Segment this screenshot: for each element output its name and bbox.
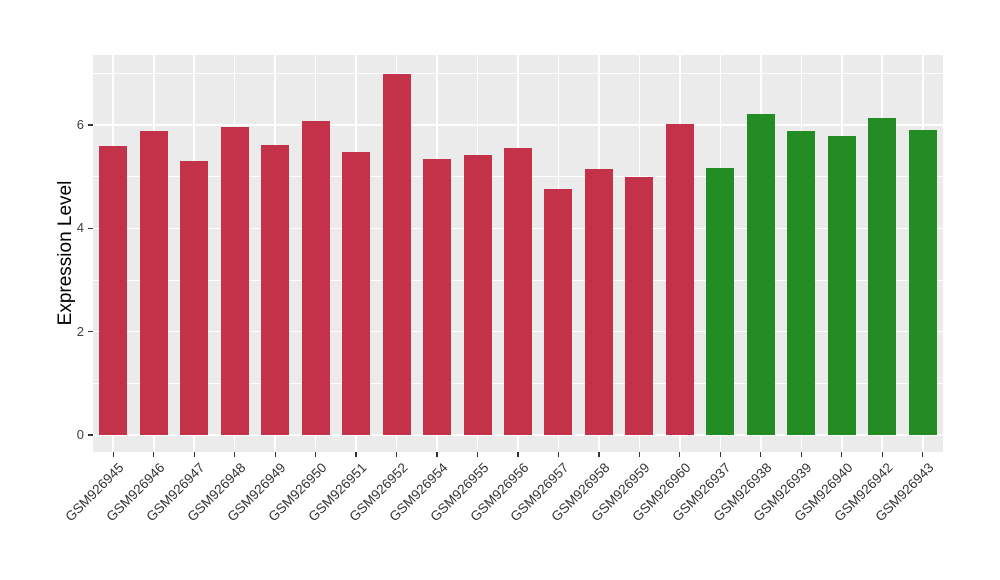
x-tick-mark-GSM926948	[234, 452, 236, 457]
plot-panel	[93, 55, 943, 452]
x-tick-mark-GSM926955	[476, 452, 479, 457]
bar-GSM926950	[301, 120, 330, 435]
x-tick-mark-GSM926951	[355, 452, 357, 457]
bar-GSM926947	[180, 160, 209, 435]
bar-GSM926958	[584, 169, 613, 435]
x-tick-mark-GSM926946	[153, 452, 155, 457]
bar-GSM926948	[220, 127, 249, 435]
x-tick-mark-GSM926957	[557, 452, 560, 457]
y-axis-title: Expression Level	[55, 180, 76, 326]
y-tick-label-0: 0	[76, 427, 84, 442]
bar-GSM926960	[665, 123, 694, 435]
x-tick-mark-GSM926959	[638, 452, 641, 457]
bar-GSM926951	[342, 151, 371, 435]
bar-GSM926959	[625, 176, 654, 435]
y-tick-mark-4	[88, 227, 93, 229]
x-tick-mark-GSM926943	[922, 452, 924, 457]
x-tick-mark-GSM926939	[800, 452, 802, 457]
bar-GSM926940	[827, 135, 856, 435]
bar-GSM926957	[544, 189, 573, 435]
x-tick-mark-GSM926942	[881, 452, 883, 457]
x-tick-mark-GSM926952	[395, 452, 398, 457]
bar-GSM926949	[261, 145, 290, 435]
x-tick-mark-GSM926947	[193, 452, 195, 457]
x-tick-mark-GSM926960	[679, 452, 681, 457]
y-tick-mark-0	[88, 434, 93, 436]
x-tick-mark-GSM926950	[315, 452, 317, 457]
y-tick-label-2: 2	[76, 323, 84, 339]
bar-GSM926954	[423, 159, 452, 435]
y-tick-mark-2	[88, 331, 93, 333]
x-tick-mark-GSM926956	[517, 452, 519, 457]
x-tick-mark-GSM926940	[841, 452, 843, 457]
bar-GSM926946	[139, 131, 168, 435]
bar-GSM926942	[868, 118, 897, 435]
bar-GSM926938	[746, 114, 775, 435]
y-tick-label-6: 6	[76, 116, 84, 132]
x-tick-mark-GSM926945	[112, 452, 114, 457]
bar-GSM926943	[908, 130, 937, 435]
bar-GSM926952	[382, 74, 411, 435]
x-tick-mark-GSM926958	[598, 452, 600, 457]
bar-GSM926937	[706, 167, 735, 435]
bar-GSM926945	[99, 145, 128, 435]
bar-GSM926955	[463, 155, 492, 435]
x-tick-mark-GSM926949	[274, 452, 276, 457]
x-tick-mark-GSM926937	[719, 452, 721, 457]
x-tick-mark-GSM926938	[760, 452, 762, 457]
y-tick-mark-6	[88, 124, 93, 126]
x-tick-mark-GSM926954	[436, 452, 438, 457]
bar-GSM926939	[787, 131, 816, 435]
bar-GSM926956	[504, 148, 532, 435]
y-tick-label-4: 4	[76, 220, 84, 236]
